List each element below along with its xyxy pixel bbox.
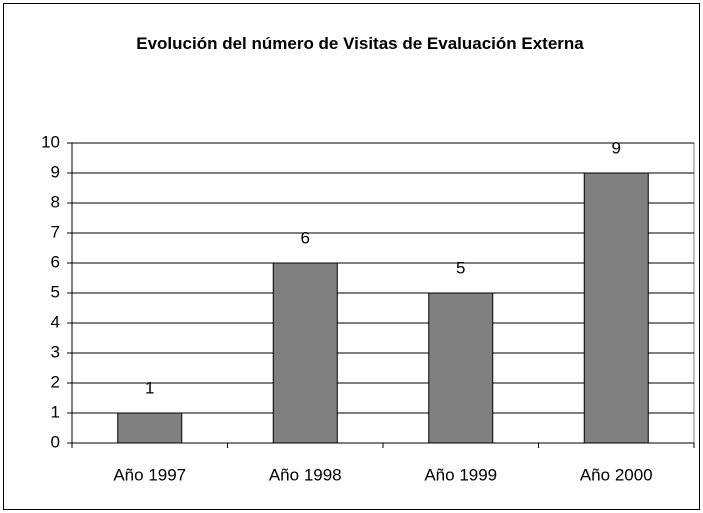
y-tick-label: 10	[41, 132, 60, 151]
chart-title: Evolución del número de Visitas de Evalu…	[136, 34, 584, 53]
y-tick-label: 9	[51, 162, 60, 181]
data-label: 1	[145, 378, 154, 397]
data-label: 5	[456, 258, 465, 277]
y-tick-label: 1	[51, 402, 60, 421]
y-tick-label: 2	[51, 372, 60, 391]
x-tick-label: Año 2000	[580, 465, 653, 484]
y-tick-label: 4	[51, 312, 60, 331]
y-tick-label: 5	[51, 282, 60, 301]
y-tick-label: 6	[51, 252, 60, 271]
x-tick-label: Año 1999	[424, 465, 497, 484]
data-label: 6	[301, 228, 310, 247]
x-tick-label: Año 1998	[269, 465, 342, 484]
bar	[428, 292, 494, 444]
y-tick-label: 8	[51, 192, 60, 211]
chart-border	[3, 3, 700, 510]
bar	[583, 172, 649, 444]
bar	[272, 262, 338, 444]
bar	[117, 412, 183, 444]
x-tick-label: Año 1997	[113, 465, 186, 484]
y-tick-label: 3	[51, 342, 60, 361]
data-label: 9	[612, 138, 621, 157]
y-tick-label: 0	[51, 432, 60, 451]
y-tick-label: 7	[51, 222, 60, 241]
